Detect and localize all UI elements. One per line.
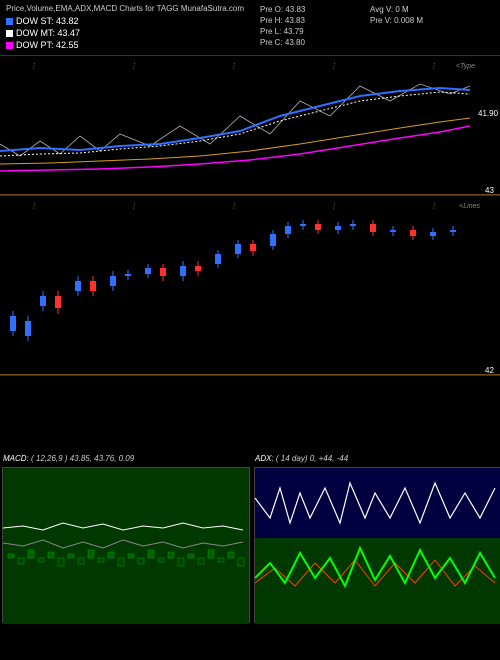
svg-text:42: 42 <box>485 366 494 375</box>
svg-text:<Type: <Type <box>456 63 475 70</box>
candlestick-panel: ⋮ ⋮ ⋮ ⋮ ⋮ <Lines 42 <box>0 195 500 375</box>
svg-text:⋮: ⋮ <box>130 203 137 210</box>
svg-text:41.90: 41.90 <box>478 109 499 118</box>
svg-text:<Lines: <Lines <box>459 203 480 210</box>
legend-swatch <box>6 18 13 25</box>
legend-label: DOW MT: 43.47 <box>16 27 80 39</box>
legend-item: DOW PT: 42.55 <box>6 39 494 51</box>
legend-swatch <box>6 42 13 49</box>
svg-text:43: 43 <box>485 186 494 195</box>
adx-label: ADX: <box>255 454 274 463</box>
macd-label: MACD: <box>3 454 29 463</box>
legend-label: DOW ST: 43.82 <box>16 15 79 27</box>
adx-header: ADX: ( 14 day) 0, +44, -44 <box>255 454 348 463</box>
svg-text:⋮: ⋮ <box>30 63 37 70</box>
legend-swatch <box>6 30 13 37</box>
svg-text:⋮: ⋮ <box>30 203 37 210</box>
adx-params: ( 14 day) 0, +44, -44 <box>276 454 348 463</box>
svg-text:⋮: ⋮ <box>330 203 337 210</box>
spacer-panel <box>0 375 500 465</box>
indicators-row: MACD: ( 12,26,9 ) 43.85, 43.76, 0.09 ADX… <box>0 465 500 625</box>
adx-panel: ADX: ( 14 day) 0, +44, -44 <box>254 467 500 623</box>
volume-info: Avg V: 0 MPre V: 0.008 M <box>370 4 423 26</box>
svg-text:⋮: ⋮ <box>330 63 337 70</box>
svg-text:⋮: ⋮ <box>430 203 437 210</box>
svg-text:⋮: ⋮ <box>130 63 137 70</box>
svg-text:⋮: ⋮ <box>430 63 437 70</box>
svg-text:⋮: ⋮ <box>230 63 237 70</box>
macd-panel: MACD: ( 12,26,9 ) 43.85, 43.76, 0.09 <box>2 467 250 623</box>
legend-item: DOW MT: 43.47 <box>6 27 494 39</box>
svg-text:⋮: ⋮ <box>230 203 237 210</box>
price-line-panel: ⋮ ⋮ ⋮ ⋮ ⋮ <Type 41.90 43 <box>0 55 500 195</box>
header: Price,Volume,EMA,ADX,MACD Charts for TAG… <box>0 0 500 55</box>
ohlc-info: Pre O: 43.83Pre H: 43.83Pre L: 43.79Pre … <box>260 4 305 48</box>
legend-label: DOW PT: 42.55 <box>16 39 79 51</box>
macd-params: ( 12,26,9 ) 43.85, 43.76, 0.09 <box>31 454 134 463</box>
macd-header: MACD: ( 12,26,9 ) 43.85, 43.76, 0.09 <box>3 454 134 463</box>
